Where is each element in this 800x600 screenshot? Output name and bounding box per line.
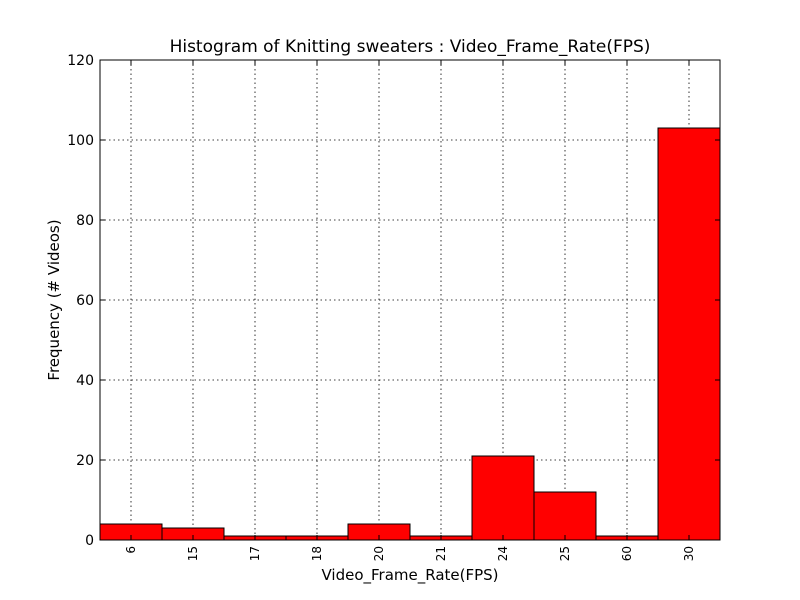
tick-label-layer: 0 20 40 60 80 100 120 6 15 17 18 20 21 24 25 60 30 (67, 53, 696, 561)
bar (471, 455, 535, 541)
x-tick-label: 15 (186, 546, 200, 561)
y-tick-label: 40 (76, 373, 94, 389)
y-tick-label: 0 (85, 533, 94, 549)
x-tick-label: 60 (620, 546, 634, 561)
x-tick-label: 25 (558, 546, 572, 561)
tick-layer (100, 59, 720, 541)
x-tick-label: 30 (682, 546, 696, 561)
x-tick-label: 18 (310, 546, 324, 561)
chart-title: Histogram of Knitting sweaters : Video_F… (170, 37, 651, 57)
bar-layer (99, 127, 721, 541)
y-tick-label: 80 (76, 213, 94, 229)
x-tick-label: 20 (372, 546, 386, 561)
y-tick-label: 100 (67, 133, 94, 149)
y-tick-label: 120 (67, 53, 94, 69)
y-axis-label: Frequency (# Videos) (45, 219, 63, 380)
x-tick-label: 21 (434, 546, 448, 561)
bar (533, 491, 597, 541)
x-tick-label: 6 (124, 546, 138, 554)
bar (657, 127, 721, 541)
y-tick-label: 20 (76, 453, 94, 469)
y-tick-label: 60 (76, 293, 94, 309)
x-tick-label: 24 (496, 546, 510, 561)
grid-layer (100, 60, 720, 540)
x-tick-label: 17 (248, 546, 262, 561)
x-axis-label: Video_Frame_Rate(FPS) (321, 566, 498, 585)
